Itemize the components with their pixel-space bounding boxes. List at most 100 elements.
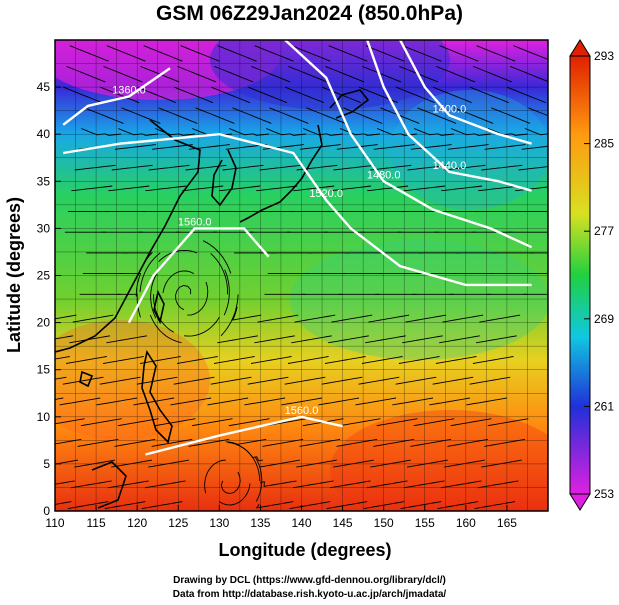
contour-label: 1520.0 [309, 188, 343, 200]
streamline [103, 356, 144, 364]
streamline [118, 128, 159, 136]
streamline [106, 45, 146, 62]
streamline [114, 438, 156, 447]
streamline [175, 285, 192, 311]
streamline [244, 397, 286, 406]
credit-data-source: Data from http://database.rish.kyoto-u.a… [172, 589, 447, 600]
y-tick-label: 10 [37, 410, 51, 424]
streamline [479, 314, 521, 323]
streamline [333, 164, 375, 171]
streamline [395, 376, 437, 385]
colorbar: 293 285 277 269 261 253 [569, 39, 614, 511]
streamline [259, 164, 301, 171]
streamline [214, 65, 254, 83]
y-tick-label: 35 [37, 174, 51, 188]
streamline [284, 86, 324, 104]
streamline [217, 45, 257, 62]
colorbar-tick-label: 293 [594, 49, 614, 63]
streamline [260, 480, 297, 487]
streamline [210, 86, 251, 104]
streamline [104, 501, 146, 510]
streamline [491, 107, 531, 124]
streamline [365, 45, 405, 62]
streamline [187, 281, 209, 316]
streamline [111, 459, 153, 468]
streamline [439, 45, 479, 62]
streamline [481, 459, 522, 468]
streamline [229, 128, 270, 136]
y-tick-label: 25 [37, 269, 51, 283]
streamline [328, 45, 368, 62]
contour-label: 1440.0 [433, 160, 467, 172]
y-axis-title: Latitude (degrees) [4, 197, 24, 353]
streamline [59, 397, 101, 406]
coastlines [55, 89, 370, 509]
streamline [153, 294, 175, 333]
streamline [472, 356, 514, 364]
streamline [466, 397, 507, 406]
colorbar-tick-label: 285 [594, 137, 614, 151]
credit-drawing: Drawing by DCL (https://www.gfd-dennou.o… [173, 575, 446, 586]
streamline [173, 376, 215, 385]
streamline [195, 107, 235, 124]
x-tick-label: 150 [374, 516, 394, 530]
streamline [343, 107, 383, 124]
streamline [55, 438, 82, 445]
streamline [139, 252, 161, 293]
streamline [365, 335, 406, 344]
streamline [188, 438, 230, 447]
streamline [183, 316, 220, 337]
page-title: GSM 06Z29Jan2024 (850.0hPa) [155, 2, 463, 25]
streamline [444, 164, 486, 171]
streamline [140, 356, 181, 364]
streamline [376, 418, 418, 427]
streamline [331, 314, 373, 323]
streamline [74, 459, 116, 468]
streamline [111, 164, 153, 171]
streamline [269, 107, 309, 124]
streamline [150, 273, 158, 319]
y-tick-label: 15 [37, 363, 51, 377]
streamline [413, 418, 455, 427]
streamline [106, 335, 148, 344]
streamline [136, 376, 178, 385]
streamline [368, 314, 410, 323]
contour-label: 1480.0 [367, 169, 401, 181]
streamline [484, 438, 526, 447]
streamline [362, 65, 402, 83]
contour-line [366, 40, 532, 192]
streamline [141, 501, 183, 510]
streamline [306, 107, 346, 124]
x-tick-label: 165 [497, 516, 517, 530]
streamline [330, 185, 372, 192]
streamline [358, 376, 400, 385]
streamline [339, 418, 381, 427]
streamline [100, 86, 140, 104]
streamline [450, 418, 492, 427]
streamline [513, 45, 548, 61]
coastline-borneo [91, 461, 127, 509]
streamline [63, 86, 103, 104]
streamline [254, 45, 294, 62]
streamline [329, 480, 371, 489]
colorbar-tick-label: 277 [594, 224, 614, 238]
x-tick-label: 115 [87, 516, 106, 530]
streamline [251, 65, 291, 83]
streamline [439, 335, 480, 344]
streamline [222, 164, 264, 171]
streamline [447, 144, 489, 150]
streamline [137, 86, 177, 104]
streamline [66, 356, 107, 364]
streamline [262, 438, 304, 447]
streamline [108, 185, 150, 192]
y-axis: 0 5 10 15 20 25 30 35 40 45 [37, 80, 61, 518]
streamline [77, 438, 119, 447]
x-tick-label: 155 [415, 516, 435, 530]
streamline [324, 356, 366, 364]
streamline [373, 144, 415, 150]
streamline [450, 128, 491, 136]
streamline [219, 185, 261, 192]
y-tick-label: 5 [43, 457, 50, 471]
streamline [367, 185, 409, 192]
streamline [413, 128, 454, 136]
